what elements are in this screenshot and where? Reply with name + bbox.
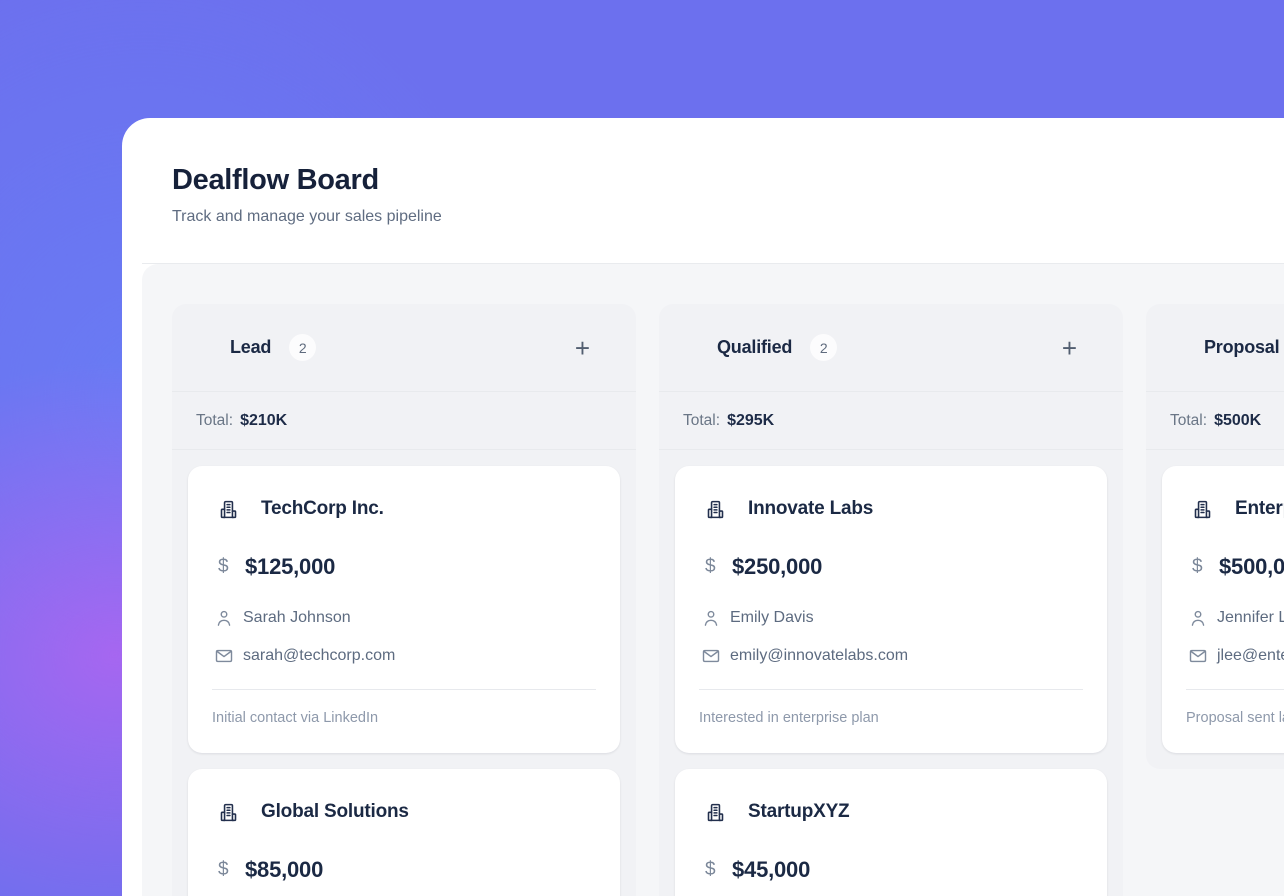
deal-amount: $250,000 (732, 554, 823, 579)
building-icon (218, 499, 239, 520)
building-icon (705, 499, 726, 520)
card-title-row: Innovate Labs (699, 498, 1083, 520)
deal-card[interactable]: Innovate Labs $ $250,000 Emily Davis e (675, 466, 1107, 753)
card-email-row: jlee@enterprise.com (1186, 644, 1284, 668)
user-icon (701, 608, 721, 628)
deal-note: Proposal sent last week (1186, 710, 1284, 726)
pipeline-columns: Lead 2 + Total: $210K TechCorp Inc. $ (172, 304, 1284, 896)
contact-email: jlee@enterprise.com (1217, 647, 1284, 664)
user-icon (1188, 608, 1208, 628)
deal-note: Initial contact via LinkedIn (212, 710, 379, 726)
column-cards: TechCorp Inc. $ $125,000 Sarah Johnson (172, 450, 636, 896)
column-total-row: Total: $210K (172, 392, 636, 450)
deal-amount: $125,000 (245, 554, 336, 579)
add-deal-button[interactable]: + (1056, 333, 1083, 363)
add-deal-button[interactable]: + (569, 333, 596, 363)
deal-note: Interested in enterprise plan (699, 710, 879, 726)
dollar-icon: $ (705, 556, 716, 577)
contact-email: sarah@techcorp.com (243, 647, 396, 664)
card-title-row: TechCorp Inc. (212, 498, 596, 520)
company-name: StartupXYZ (748, 801, 850, 822)
card-title-row: Enterprise Corp (1186, 498, 1284, 520)
board-wrap: Lead 2 + Total: $210K TechCorp Inc. $ (142, 263, 1284, 896)
column-total-row: Total: $295K (659, 392, 1123, 450)
column-qualified: Qualified 2 + Total: $295K Innovate Labs (659, 304, 1123, 896)
card-amount-row: $ $125,000 (212, 553, 596, 581)
card-contact-row: Sarah Johnson (212, 606, 596, 630)
card-amount-row: $ $85,000 (212, 856, 596, 884)
dollar-icon: $ (218, 556, 229, 577)
deal-card[interactable]: Global Solutions $ $85,000 (188, 769, 620, 896)
board: Lead 2 + Total: $210K TechCorp Inc. $ (142, 264, 1284, 896)
total-label: Total: (1170, 411, 1208, 429)
app-window: Dealflow Board Track and manage your sal… (122, 118, 1284, 896)
building-icon (218, 802, 239, 823)
page-subtitle: Track and manage your sales pipeline (172, 208, 442, 225)
dollar-icon: $ (218, 859, 229, 880)
mail-icon (701, 646, 721, 666)
total-label: Total: (196, 411, 234, 429)
dollar-icon: $ (1192, 556, 1203, 577)
column-title: Proposal (1204, 337, 1280, 357)
contact-name: Sarah Johnson (243, 609, 351, 626)
column-cards: Enterprise Corp $ $500,000 Jennifer Lee (1146, 450, 1284, 769)
card-divider (699, 689, 1083, 690)
column-lead: Lead 2 + Total: $210K TechCorp Inc. $ (172, 304, 636, 896)
column-count-badge: 2 (289, 334, 317, 361)
column-header: Qualified 2 + (659, 304, 1123, 392)
column-count-badge: 2 (810, 334, 838, 361)
total-value: $295K (727, 411, 775, 429)
company-name: Global Solutions (261, 801, 409, 822)
deal-amount: $45,000 (732, 857, 811, 882)
card-email-row: sarah@techcorp.com (212, 644, 596, 668)
page-title: Dealflow Board (172, 164, 379, 196)
column-header: Lead 2 + (172, 304, 636, 392)
card-contact-row: Emily Davis (699, 606, 1083, 630)
deal-card[interactable]: TechCorp Inc. $ $125,000 Sarah Johnson (188, 466, 620, 753)
contact-email: emily@innovatelabs.com (730, 647, 909, 664)
card-amount-row: $ $250,000 (699, 553, 1083, 581)
card-divider (212, 689, 596, 690)
card-title-row: StartupXYZ (699, 801, 1083, 823)
card-amount-row: $ $45,000 (699, 856, 1083, 884)
column-title: Qualified (717, 337, 793, 357)
building-icon (1192, 499, 1213, 520)
contact-name: Jennifer Lee (1217, 609, 1284, 626)
deal-card[interactable]: Enterprise Corp $ $500,000 Jennifer Lee (1162, 466, 1284, 753)
mail-icon (1188, 646, 1208, 666)
total-value: $210K (240, 411, 288, 429)
column-header: Proposal 1 + (1146, 304, 1284, 392)
company-name: Innovate Labs (748, 498, 874, 519)
contact-name: Emily Davis (730, 609, 814, 626)
card-contact-row: Jennifer Lee (1186, 606, 1284, 630)
deal-amount: $85,000 (245, 857, 324, 882)
mail-icon (214, 646, 234, 666)
dollar-icon: $ (705, 859, 716, 880)
column-cards: Innovate Labs $ $250,000 Emily Davis e (659, 450, 1123, 896)
column-proposal: Proposal 1 + Total: $500K Enterprise Cor… (1146, 304, 1284, 769)
total-value: $500K (1214, 411, 1262, 429)
company-name: TechCorp Inc. (261, 498, 384, 519)
column-title: Lead (230, 337, 272, 357)
page-header: Dealflow Board Track and manage your sal… (122, 118, 1284, 228)
card-email-row: emily@innovatelabs.com (699, 644, 1083, 668)
card-divider (1186, 689, 1284, 690)
user-icon (214, 608, 234, 628)
deal-amount: $500,000 (1219, 554, 1284, 579)
card-title-row: Global Solutions (212, 801, 596, 823)
card-amount-row: $ $500,000 (1186, 553, 1284, 581)
company-name: Enterprise Corp (1235, 498, 1284, 519)
total-label: Total: (683, 411, 721, 429)
building-icon (705, 802, 726, 823)
column-total-row: Total: $500K (1146, 392, 1284, 450)
deal-card[interactable]: StartupXYZ $ $45,000 (675, 769, 1107, 896)
